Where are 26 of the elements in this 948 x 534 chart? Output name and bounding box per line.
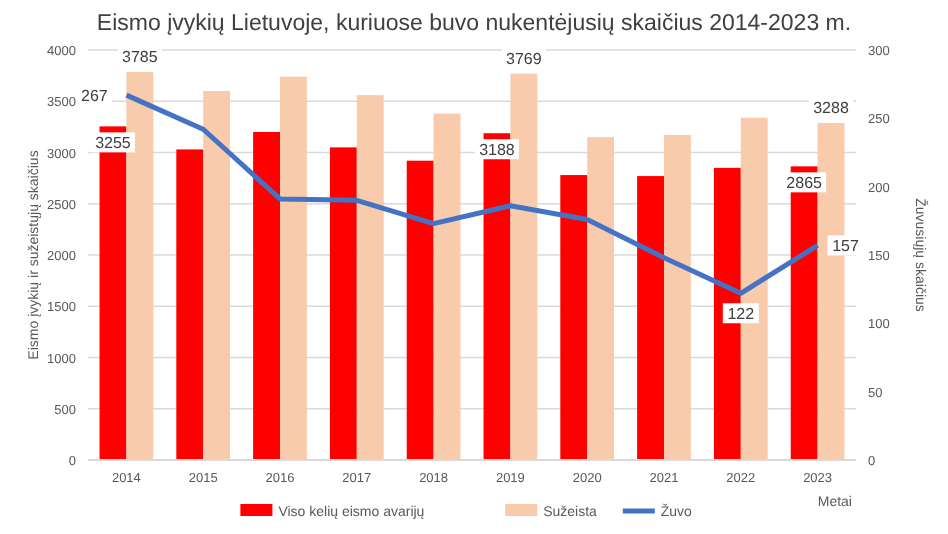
data-label: 3769 xyxy=(506,49,543,68)
bar xyxy=(99,126,127,460)
bar xyxy=(664,135,691,460)
chart-title: Eismo įvykių Lietuvoje, kuriuose buvo nukentėjusių skaičius 2014-2023 m. xyxy=(96,12,852,36)
bar xyxy=(560,175,588,460)
bar xyxy=(126,72,154,460)
bar xyxy=(433,113,461,460)
bar xyxy=(587,137,615,460)
bar xyxy=(203,91,231,460)
data-label: 3188 xyxy=(479,141,516,160)
bar xyxy=(253,132,280,460)
bar xyxy=(790,166,818,460)
data-label: 3255 xyxy=(95,134,132,153)
data-label: 3288 xyxy=(813,98,850,117)
data-label: 3785 xyxy=(122,48,159,67)
bar xyxy=(406,160,434,460)
bar xyxy=(356,95,384,460)
bar xyxy=(176,149,204,460)
bar xyxy=(637,176,664,460)
data-label: 267 xyxy=(81,87,109,106)
data-label: 2865 xyxy=(786,174,824,193)
bar xyxy=(280,76,307,460)
bar xyxy=(510,73,538,460)
bar xyxy=(329,147,357,460)
data-label: 157 xyxy=(832,237,861,256)
data-label: 122 xyxy=(727,305,756,324)
